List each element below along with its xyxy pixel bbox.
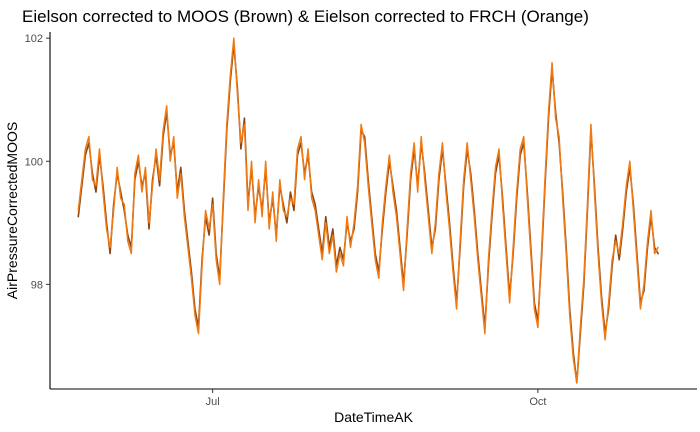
x-tick-label: Jul bbox=[206, 396, 220, 408]
series-line-2 bbox=[77, 37, 659, 384]
x-ticks: Jul Oct bbox=[206, 389, 546, 408]
plot-area: 98 100 102 Jul Oct bbox=[25, 32, 697, 408]
series-layer bbox=[77, 37, 659, 384]
y-axis-label: AirPressureCorrectedMOOS bbox=[4, 122, 20, 299]
y-tick-label: 102 bbox=[25, 33, 43, 45]
chart-title: Eielson corrected to MOOS (Brown) & Eiel… bbox=[22, 7, 589, 26]
y-ticks: 98 100 102 bbox=[25, 33, 50, 291]
y-tick-label: 100 bbox=[25, 156, 43, 168]
x-tick-label: Oct bbox=[529, 396, 546, 408]
x-axis-label: DateTimeAK bbox=[334, 409, 414, 425]
y-tick-label: 98 bbox=[31, 279, 43, 291]
